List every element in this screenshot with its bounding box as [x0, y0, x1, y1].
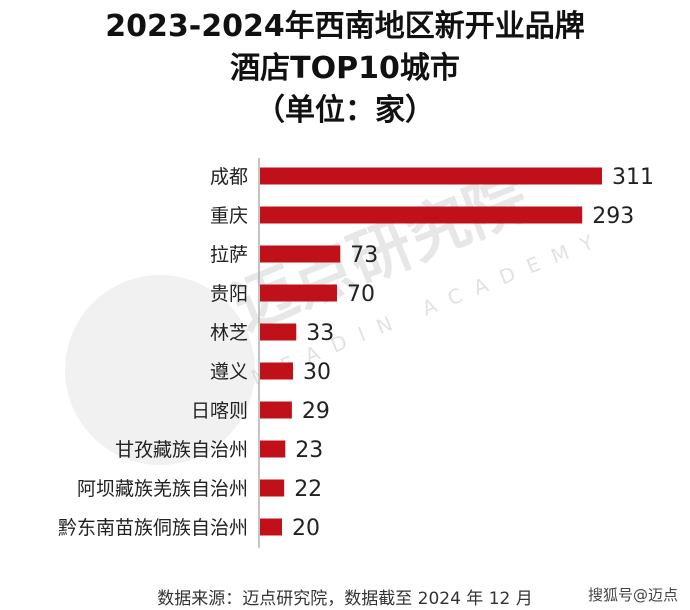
category-label: 遵义	[210, 361, 248, 383]
bar	[260, 206, 583, 224]
category-label: 贵阳	[210, 283, 248, 305]
credit-text: 搜狐号@迈点	[587, 586, 678, 604]
bar	[260, 167, 602, 185]
value-label: 23	[295, 438, 323, 463]
bar	[260, 284, 337, 302]
category-label: 甘孜藏族自治州	[115, 439, 248, 461]
category-label: 阿坝藏族羌族自治州	[77, 478, 248, 500]
bar	[260, 440, 286, 458]
chart-unit: （单位：家）	[255, 93, 435, 128]
bar	[260, 518, 282, 536]
category-label: 拉萨	[210, 244, 248, 266]
bar	[260, 245, 341, 263]
value-label: 293	[592, 204, 634, 229]
category-label: 黔东南苗族侗族自治州	[58, 517, 248, 539]
category-label: 日喀则	[191, 400, 248, 422]
value-label: 30	[303, 360, 331, 385]
value-label: 73	[350, 243, 378, 268]
value-label: 311	[612, 165, 654, 190]
category-label: 重庆	[210, 205, 248, 227]
bar	[260, 323, 297, 341]
value-label: 70	[347, 282, 375, 307]
value-label: 29	[302, 399, 330, 424]
value-label: 33	[306, 321, 334, 346]
value-label: 22	[294, 477, 322, 502]
category-label: 林芝	[210, 322, 248, 344]
source-note: 数据来源：迈点研究院，数据截至 2024 年 12 月	[157, 589, 533, 609]
chart-title-line2: 酒店TOP10城市	[230, 51, 460, 86]
value-label: 20	[292, 516, 320, 541]
bar	[260, 479, 285, 497]
bar	[260, 362, 293, 380]
chart-title-line1: 2023-2024年西南地区新开业品牌	[105, 9, 585, 44]
bar	[260, 401, 292, 419]
category-label: 成都	[210, 166, 248, 188]
